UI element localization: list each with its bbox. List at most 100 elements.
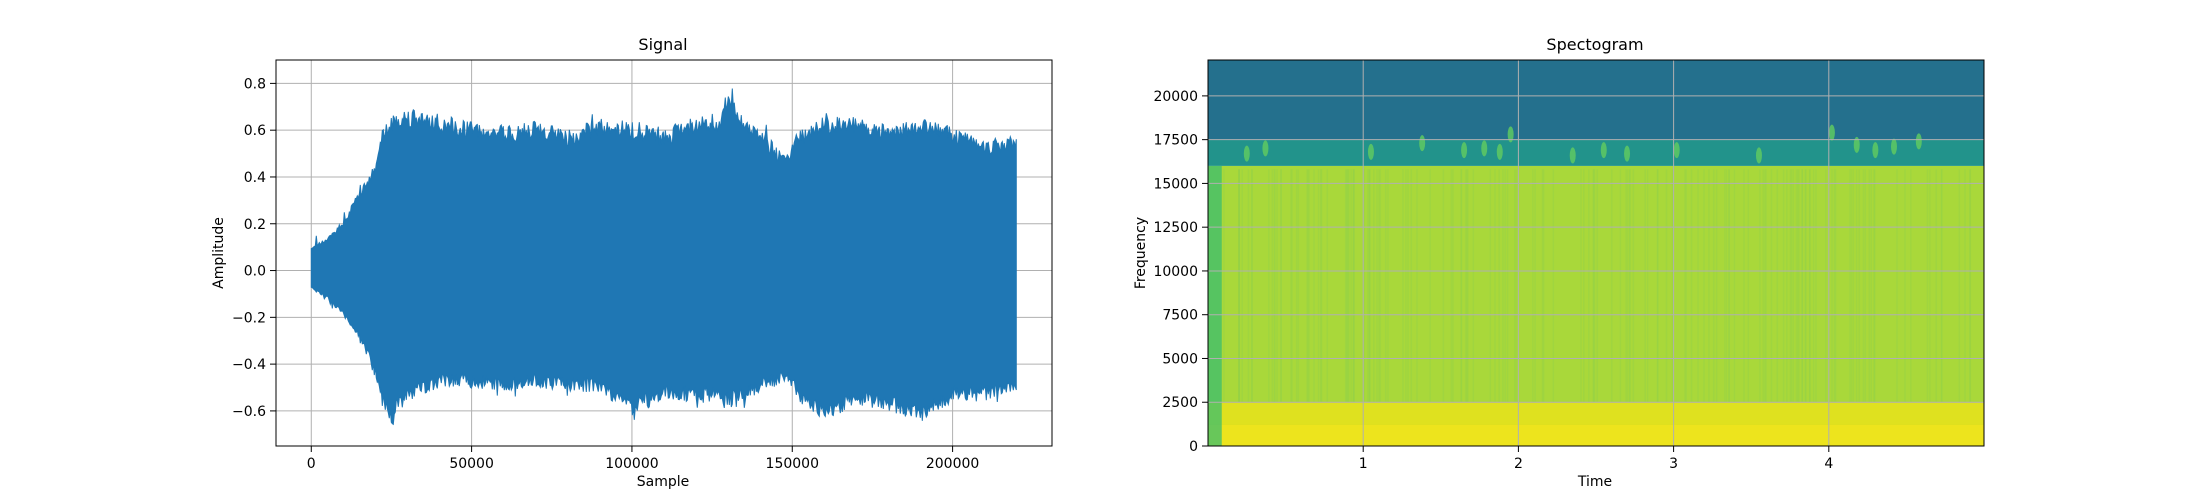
spectrogram-texture — [1690, 169, 1693, 403]
signal-x-label: Sample — [637, 474, 690, 490]
spectrogram-texture — [1610, 169, 1613, 403]
spectrogram-texture — [1685, 169, 1687, 403]
spectrogram-texture — [1460, 169, 1463, 403]
spectrogram-texture — [1247, 169, 1250, 403]
signal-y-tick-label: 0.0 — [244, 264, 266, 280]
spectrogram-texture — [1506, 169, 1509, 403]
spectrogram-texture — [1450, 169, 1453, 403]
spectrogram-texture — [1724, 169, 1726, 403]
spectrogram-texture — [1514, 169, 1516, 403]
spectrogram-texture — [1384, 169, 1387, 403]
spectrogram-y-tick-label: 5000 — [1162, 351, 1198, 367]
spectrogram-texture — [1307, 169, 1309, 403]
spectrogram-texture — [1320, 169, 1323, 403]
spectrogram-texture — [1831, 169, 1833, 403]
spectrogram-texture — [1964, 169, 1966, 403]
spectrogram-texture — [1402, 169, 1404, 403]
spectrogram-y-tick-label: 10000 — [1153, 264, 1198, 280]
spectrogram-texture — [1790, 169, 1793, 403]
signal-y-ticks: −0.6 −0.4 −0.2 0.0 0.2 0.4 0.6 0.8 — [232, 76, 276, 420]
spectrogram-x-tick-label: 4 — [1824, 456, 1833, 472]
spectrogram-texture — [1346, 169, 1349, 403]
spectrogram-texture — [1657, 169, 1659, 403]
spectrogram-texture — [1941, 169, 1943, 403]
spectrogram-y-tick-label: 2500 — [1162, 395, 1198, 411]
spectrogram-y-tick-label: 15000 — [1153, 176, 1198, 192]
spectrogram-texture — [1238, 169, 1240, 403]
spectrogram-texture — [1868, 169, 1871, 403]
spectrogram-texture — [1804, 169, 1807, 403]
signal-x-tick-label: 100000 — [605, 456, 658, 472]
spectrogram-y-tick-label: 17500 — [1153, 133, 1198, 149]
spectrogram-burst — [1600, 142, 1607, 159]
spectrogram-texture — [1489, 169, 1492, 403]
spectrogram-texture — [1776, 169, 1779, 403]
spectrogram-texture — [1929, 169, 1931, 403]
signal-y-tick-label: −0.2 — [232, 310, 266, 326]
spectrogram-texture — [1747, 169, 1750, 403]
spectrogram-texture — [1849, 169, 1851, 403]
spectrogram-texture — [1665, 169, 1668, 403]
spectrogram-texture — [1238, 169, 1241, 403]
spectrogram-texture — [1344, 169, 1347, 403]
spectrogram-texture — [1625, 169, 1627, 403]
spectrogram-heatmap — [1208, 60, 1984, 446]
spectrogram-texture — [1306, 169, 1308, 403]
spectrogram-y-tick-label: 12500 — [1153, 220, 1198, 236]
spectrogram-texture — [1619, 169, 1622, 403]
spectrogram-texture — [1626, 169, 1629, 403]
spectrogram-texture — [1815, 169, 1817, 403]
spectrogram-burst — [1828, 124, 1835, 141]
spectrogram-texture — [1855, 169, 1858, 403]
spectrogram-texture — [1460, 169, 1462, 403]
spectrogram-texture — [1274, 169, 1276, 403]
spectrogram-texture — [1743, 169, 1745, 403]
spectrogram-texture — [1534, 169, 1536, 403]
spectrogram-x-tick-label: 2 — [1514, 456, 1523, 472]
spectrogram-texture — [1712, 169, 1715, 403]
spectrogram-texture — [1373, 169, 1375, 403]
spectrogram-texture — [1580, 169, 1582, 403]
spectrogram-burst — [1755, 147, 1762, 164]
signal-y-tick-label: 0.2 — [244, 217, 266, 233]
spectrogram-band — [1208, 165, 1984, 403]
spectrogram-texture — [1632, 169, 1635, 403]
spectrogram-texture — [1671, 169, 1674, 403]
spectrogram-texture — [1241, 169, 1243, 403]
spectrogram-texture — [1798, 169, 1800, 403]
spectrogram-texture — [1765, 169, 1767, 403]
spectrogram-burst — [1262, 140, 1269, 157]
spectrogram-texture — [1789, 169, 1792, 403]
signal-x-tick-label: 150000 — [766, 456, 819, 472]
spectrogram-texture — [1387, 169, 1389, 403]
spectrogram-texture — [1825, 169, 1827, 403]
spectrogram-texture — [1353, 169, 1355, 403]
spectrogram-texture — [1326, 169, 1329, 403]
spectrogram-texture — [1271, 169, 1274, 403]
spectrogram-texture — [1703, 169, 1705, 403]
spectrogram-burst — [1243, 145, 1250, 162]
spectrogram-texture — [1805, 169, 1807, 403]
spectrogram-texture — [1797, 169, 1799, 403]
spectrogram-texture — [1593, 169, 1596, 403]
spectrogram-texture — [1348, 169, 1350, 403]
spectrogram-burst — [1481, 140, 1488, 157]
spectrogram-texture — [1708, 169, 1710, 403]
spectrogram-texture — [1313, 169, 1315, 403]
spectrogram-texture — [1770, 169, 1773, 403]
spectrogram-texture — [1852, 169, 1855, 403]
spectrogram-texture — [1656, 169, 1659, 403]
spectrogram-texture — [1628, 169, 1631, 403]
spectrogram-texture — [1291, 169, 1293, 403]
spectrogram-texture — [1715, 169, 1718, 403]
spectrogram-texture — [1864, 169, 1867, 403]
spectrogram-texture — [1297, 169, 1300, 403]
spectrogram-texture — [1542, 169, 1545, 403]
spectrogram-texture — [1378, 169, 1380, 403]
signal-waveform-line — [310, 88, 1017, 426]
spectrogram-texture — [1251, 169, 1253, 403]
spectrogram-texture — [1350, 169, 1352, 403]
spectrogram-texture — [1858, 169, 1861, 403]
spectrogram-texture — [1958, 169, 1961, 403]
